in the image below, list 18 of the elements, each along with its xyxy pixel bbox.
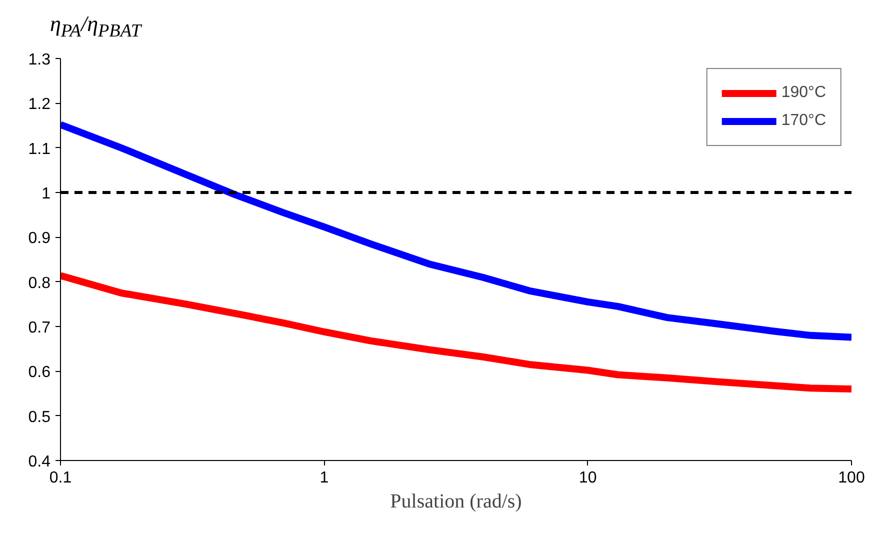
legend-label: 170°C <box>781 112 826 130</box>
y-tick-label: 1.1 <box>28 140 51 158</box>
y-tick-label: 0.9 <box>28 230 51 248</box>
y-tick-label: 1.3 <box>28 52 51 68</box>
legend-label: 190°C <box>781 84 826 102</box>
x-tick-label: 10 <box>578 470 597 486</box>
y-tick-label: 0.7 <box>28 320 51 336</box>
y-tick-label: 1.2 <box>28 96 51 114</box>
x-tick-label: 0.1 <box>49 470 72 486</box>
y-tick-label: 0.5 <box>28 408 51 426</box>
y-tick-label: 0.8 <box>28 274 51 292</box>
y-tick-label: 1 <box>42 186 51 202</box>
x-axis-title: Pulsation (rad/s) <box>390 490 522 512</box>
x-tick-label: 1 <box>320 470 329 486</box>
y-axis-title: η$_{PA}$/η$_{PBAT}$ <box>50 10 142 42</box>
y-tick-label: 0.6 <box>28 364 51 382</box>
y-tick-label: 0.4 <box>28 454 51 470</box>
x-tick-label: 100 <box>838 470 865 486</box>
